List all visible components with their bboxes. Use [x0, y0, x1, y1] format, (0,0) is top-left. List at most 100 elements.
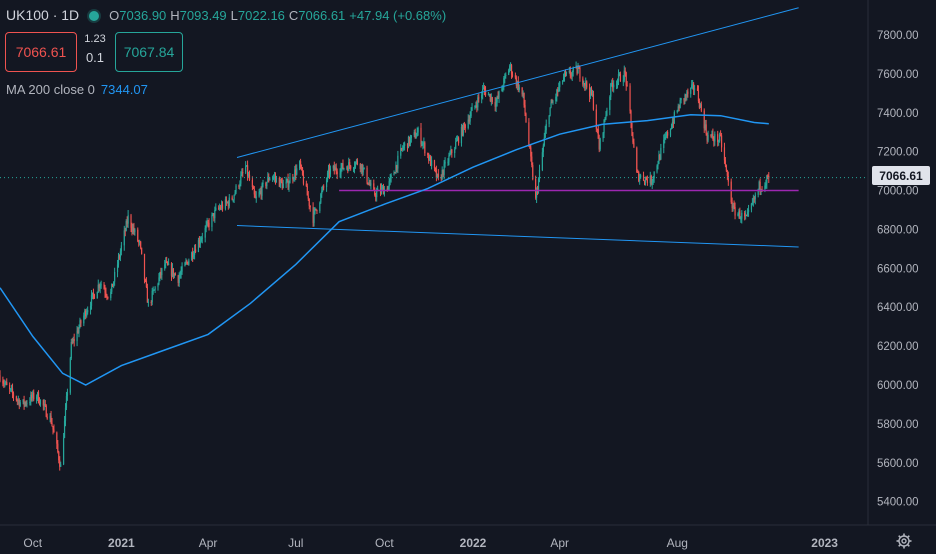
- candle-body: [557, 89, 559, 92]
- candle-body: [146, 287, 148, 303]
- candle-body: [342, 163, 344, 169]
- symbol-label[interactable]: UK100 · 1D: [6, 7, 80, 23]
- candle-body: [751, 202, 753, 204]
- candle-body: [422, 143, 424, 145]
- candle-body: [544, 130, 546, 138]
- candle-body: [85, 310, 87, 317]
- candle-body: [618, 73, 621, 75]
- candle-body: [66, 392, 69, 397]
- candle-body: [106, 294, 108, 297]
- candle-body: [69, 358, 71, 393]
- candle-body: [172, 268, 175, 277]
- candle-body: [285, 181, 287, 184]
- candle-body: [416, 132, 418, 137]
- candle-body: [194, 249, 197, 252]
- buy-button[interactable]: 7067.84: [115, 32, 183, 72]
- candle-body: [529, 145, 531, 148]
- candle-body: [406, 143, 409, 149]
- candle-body: [687, 91, 689, 94]
- candle-body: [150, 301, 152, 303]
- candle-body: [204, 228, 206, 238]
- sell-button[interactable]: 7066.61: [5, 32, 77, 72]
- candle-body: [625, 72, 627, 86]
- candle-body: [476, 105, 478, 108]
- candle-body: [375, 195, 377, 198]
- candle-body: [483, 87, 486, 91]
- candle-body: [727, 175, 729, 182]
- candle-body: [397, 155, 399, 169]
- y-tick-label: 5600.00: [877, 458, 919, 470]
- candle-body: [234, 192, 236, 195]
- candle-body: [393, 172, 395, 176]
- candle-body: [313, 210, 315, 223]
- candle-body: [700, 104, 702, 111]
- candle-body: [487, 94, 490, 96]
- candle-body: [390, 175, 392, 178]
- open-label: O: [109, 8, 120, 23]
- candle-body: [669, 128, 672, 136]
- candle-body: [281, 181, 283, 189]
- candle-body: [84, 310, 86, 316]
- candle-body: [518, 87, 520, 90]
- candle-body: [199, 241, 201, 244]
- candle-body: [328, 168, 331, 174]
- candle-body: [192, 252, 194, 258]
- x-tick-label: Oct: [23, 536, 42, 550]
- candle-body: [157, 283, 159, 288]
- candle-body: [595, 109, 597, 129]
- candle-body: [77, 330, 79, 333]
- candle-body: [3, 383, 5, 385]
- candle-body: [329, 168, 332, 174]
- candle-body: [332, 165, 334, 169]
- candle-body: [131, 227, 133, 232]
- candle-body: [548, 115, 550, 125]
- candle-body: [307, 195, 309, 199]
- candle-body: [253, 188, 255, 195]
- candle-body: [456, 140, 458, 142]
- candle-body: [484, 90, 487, 96]
- candle-body: [278, 178, 280, 187]
- candle-body: [141, 247, 143, 254]
- candle-body: [664, 137, 666, 140]
- candle-body: [184, 262, 186, 267]
- price-axis[interactable]: 5400.00 5600.00 5800.00 6000.00 6200.00 6400.…: [867, 0, 919, 525]
- y-tick-label: 6400.00: [877, 302, 919, 314]
- candle-body: [549, 107, 551, 116]
- candle-body: [622, 80, 624, 82]
- y-tick-label: 6000.00: [877, 380, 919, 392]
- candle-body: [420, 127, 422, 145]
- candle-body: [181, 266, 183, 272]
- candle-body: [112, 283, 114, 287]
- ma-legend[interactable]: MA 200 close 0 7344.07: [6, 82, 148, 97]
- spread-indicator: 1.23 0.1: [80, 33, 110, 65]
- candle-body: [409, 138, 411, 145]
- candle-body: [626, 85, 628, 87]
- gear-icon[interactable]: [896, 533, 912, 549]
- candle-body: [516, 81, 518, 86]
- candle-body: [4, 383, 6, 385]
- candle-body: [147, 301, 149, 303]
- candle-body: [555, 96, 557, 102]
- x-tick-label: Oct: [375, 536, 394, 550]
- candle-body: [233, 194, 235, 200]
- candle-body: [261, 184, 263, 196]
- candle-body: [305, 183, 307, 187]
- candle-body: [90, 295, 93, 306]
- candle-body: [613, 84, 615, 88]
- candle-body: [496, 96, 498, 103]
- candle-body: [591, 94, 594, 96]
- time-axis[interactable]: Oct 2021 Apr Jul Oct 2022 Apr Aug 2023: [0, 524, 936, 550]
- candle-body: [354, 162, 357, 167]
- candle-body: [19, 402, 21, 407]
- candle-body: [576, 66, 578, 74]
- candle-body: [374, 189, 376, 196]
- candle-body: [37, 392, 40, 403]
- candle-body: [637, 171, 639, 173]
- candle-body: [100, 284, 102, 286]
- candle-body: [645, 177, 648, 180]
- candle-body: [640, 175, 642, 178]
- x-tick-label: Jul: [288, 536, 303, 550]
- candle-body: [586, 81, 588, 88]
